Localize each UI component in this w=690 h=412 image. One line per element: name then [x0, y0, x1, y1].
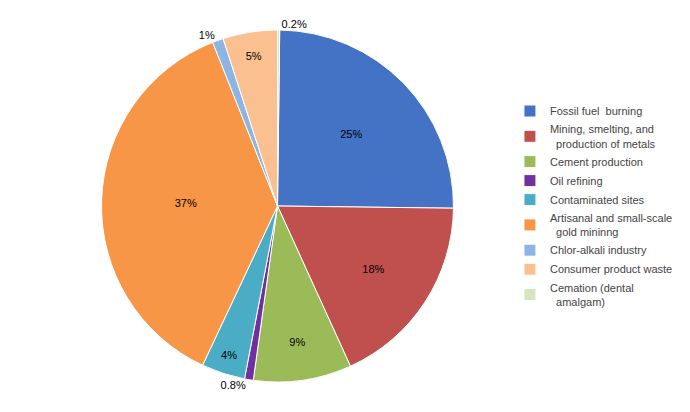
svg-text:1%: 1%: [199, 29, 215, 41]
svg-text:Fossil fuel burning: Fossil fuel burning: [550, 105, 642, 117]
svg-text:9%: 9%: [289, 336, 305, 348]
svg-text:Cement production: Cement production: [550, 156, 643, 168]
svg-text:4%: 4%: [221, 349, 237, 361]
svg-text:37%: 37%: [175, 197, 197, 209]
svg-text:0.8%: 0.8%: [221, 379, 246, 391]
svg-text:Mining, smelting, and product: Mining, smelting, and production of meta…: [550, 123, 656, 149]
svg-text:18%: 18%: [362, 263, 384, 275]
svg-text:25%: 25%: [340, 128, 362, 140]
svg-text:0.2%: 0.2%: [282, 18, 307, 30]
svg-text:Cemation (dental amalgam): Cemation (dental amalgam): [550, 282, 634, 308]
svg-text:Chlor-alkali industry: Chlor-alkali industry: [550, 244, 647, 256]
svg-text:Oil refining: Oil refining: [550, 175, 603, 187]
svg-text:Consumer product waste: Consumer product waste: [550, 263, 672, 275]
svg-text:5%: 5%: [246, 50, 262, 62]
svg-text:Artisanal and small-scale gol: Artisanal and small-scale gold mininng: [550, 212, 672, 238]
svg-text:Contaminated sites: Contaminated sites: [550, 194, 645, 206]
